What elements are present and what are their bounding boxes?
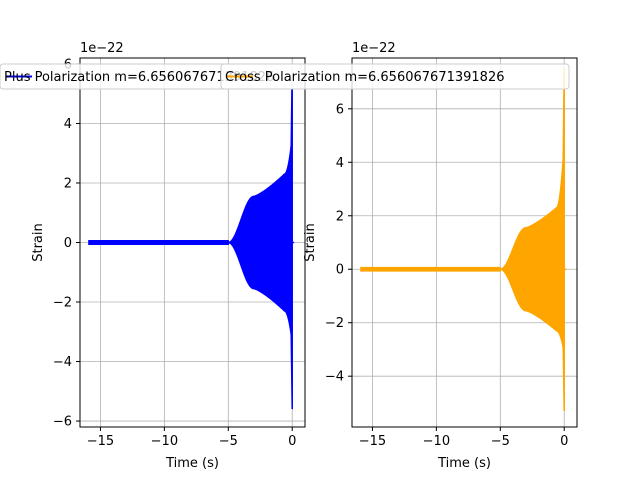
y-tick-label: 0 [336, 263, 344, 278]
y-tick-label: 0 [64, 236, 72, 251]
x-axis-label: Time (s) [437, 456, 491, 471]
x-tick-label: 0 [288, 434, 296, 449]
x-tick-label: −15 [87, 434, 114, 449]
x-axis-label: Time (s) [165, 456, 219, 471]
y-tick-label: −6 [53, 415, 72, 430]
y-axis-label: Strain [303, 223, 318, 262]
y-tick-label: −2 [325, 316, 344, 331]
x-tick-label: −10 [151, 434, 178, 449]
series-waveform [88, 66, 293, 410]
axes-frame [351, 57, 578, 428]
chart-cross-polarization: −15 −10 −5 0 −4 −2 0 2 4 6 1e−22 Time (s) Strain [303, 41, 578, 471]
x-tick-label: −15 [359, 434, 386, 449]
legend-box [220, 63, 570, 90]
x-tick-label: −10 [423, 434, 450, 449]
x-tick-label: −5 [491, 434, 510, 449]
y-tick-label: −2 [53, 296, 72, 311]
legend-label: Cross Polarization m=6.656067671391826 [225, 70, 504, 85]
y-tick-label: −4 [325, 370, 344, 385]
legend-label: Plus Polarization m=6.656067671391826 [4, 70, 274, 85]
x-tick-label: 0 [560, 434, 568, 449]
y-tick-label: −4 [53, 355, 72, 370]
y-offset-label: 1e−22 [80, 41, 124, 56]
y-axis-label: Strain [31, 223, 46, 262]
series-waveform [360, 68, 565, 411]
legend: Cross Polarization m=6.656067671391826 [220, 63, 570, 90]
y-tick-label: 4 [64, 117, 72, 132]
y-tick-label: 2 [336, 209, 344, 224]
x-tick-label: −5 [219, 434, 238, 449]
y-tick-label: 4 [336, 156, 344, 171]
y-tick-label: 6 [336, 102, 344, 117]
y-tick-label: 2 [64, 176, 72, 191]
y-offset-label: 1e−22 [352, 41, 396, 56]
